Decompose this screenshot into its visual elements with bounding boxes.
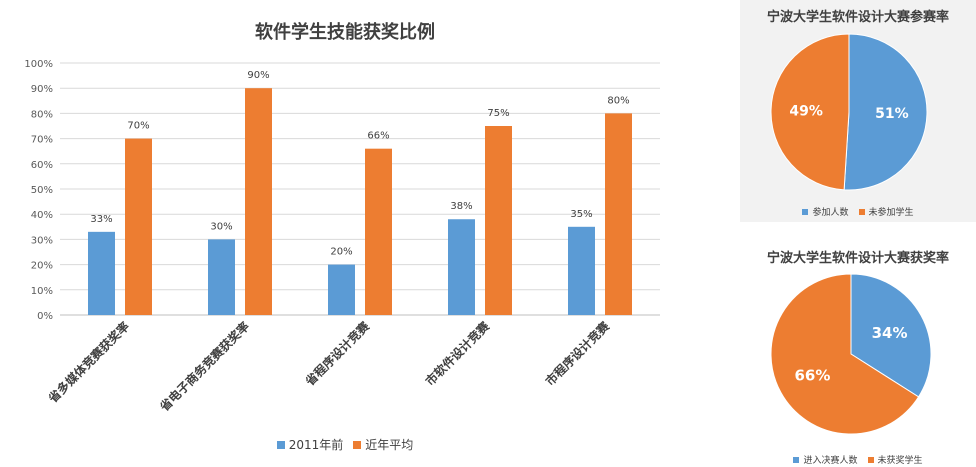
data-label: 90% xyxy=(247,70,269,81)
y-tick-label: 80% xyxy=(31,109,53,120)
pie-data-label: 49% xyxy=(789,104,823,120)
y-tick-label: 10% xyxy=(31,286,53,297)
pie1-svg: 51% 49% xyxy=(770,33,928,191)
pie2-legend-item-1: 未获奖学生 xyxy=(867,453,923,466)
pie1-legend-item-0: 参加人数 xyxy=(802,205,849,218)
data-label: 75% xyxy=(487,108,509,119)
bar-chart-panel: 软件学生技能获奖比例 0% 10% 20% 30% 40% 50% 60% 70% 80% 90%… xyxy=(0,22,690,453)
pie1-legend-item-1: 未参加学生 xyxy=(858,205,914,218)
y-tick-label: 30% xyxy=(31,235,53,246)
data-label: 20% xyxy=(330,247,352,258)
pie2-legend: 进入决赛人数 未获奖学生 xyxy=(740,453,976,466)
pie-slice xyxy=(843,33,928,191)
bar-2011 xyxy=(328,264,355,315)
pie1-legend-swatch-0 xyxy=(802,208,809,215)
y-tick-label: 20% xyxy=(31,261,53,272)
pie-data-label: 66% xyxy=(794,366,830,384)
x-category-label: 市软件设计竞赛 xyxy=(422,318,493,389)
bar-recent xyxy=(125,138,152,315)
pie2-legend-label-1: 未获奖学生 xyxy=(877,456,923,466)
data-label: 70% xyxy=(127,121,149,132)
x-category-label: 省程序设计竞赛 xyxy=(301,318,372,389)
pie-chart-participation-panel: 宁波大学生软件设计大赛参赛率 51% 49% 参加人数 未参加学生 xyxy=(740,0,976,222)
legend-label-2011: 2011年前 xyxy=(288,438,344,452)
bar-recent xyxy=(605,113,632,316)
y-tick-label: 90% xyxy=(31,84,53,95)
data-label: 35% xyxy=(570,209,592,220)
bar-2011 xyxy=(208,239,235,315)
bar-chart-svg: 0% 10% 20% 30% 40% 50% 60% 70% 80% 90% 100% 33% 70% 省… xyxy=(24,59,660,415)
pie-slice xyxy=(770,33,850,191)
bar-recent xyxy=(245,88,272,315)
data-label: 30% xyxy=(210,221,232,232)
pie1-title: 宁波大学生软件设计大赛参赛率 xyxy=(766,10,949,25)
y-tick-label: 60% xyxy=(31,160,53,171)
bar-2011 xyxy=(88,231,115,315)
bar-recent xyxy=(485,126,512,315)
pie2-svg: 34% 66% xyxy=(770,273,932,435)
bar-chart-legend: 2011年前 近年平均 xyxy=(0,436,690,453)
pie1-legend-swatch-1 xyxy=(858,208,865,215)
legend-swatch-orange xyxy=(353,440,362,449)
data-label: 38% xyxy=(450,201,472,212)
pie2-legend-swatch-0 xyxy=(793,456,800,463)
pie2-title: 宁波大学生软件设计大赛获奖率 xyxy=(766,251,949,266)
y-tick-label: 40% xyxy=(31,210,53,221)
legend-item-2011: 2011年前 xyxy=(276,436,344,453)
pie1-legend-label-0: 参加人数 xyxy=(812,208,849,218)
bar-2011 xyxy=(568,226,595,315)
pie2-legend-label-0: 进入决赛人数 xyxy=(803,456,858,466)
pie2-legend-item-0: 进入决赛人数 xyxy=(793,453,858,466)
x-category-label: 省电子商务竞赛获奖率 xyxy=(156,319,252,415)
x-category-label: 省多媒体竞赛获奖率 xyxy=(44,319,132,407)
pie-slice xyxy=(770,273,920,435)
pie1-legend-label-1: 未参加学生 xyxy=(868,208,914,218)
pie-chart-award-panel: 宁波大学生软件设计大赛获奖率 34% 66% 进入决赛人数 未获奖学生 xyxy=(740,240,976,467)
pie-data-label: 51% xyxy=(875,106,909,122)
y-tick-label: 0% xyxy=(37,311,53,322)
bar-2011 xyxy=(448,219,475,315)
bar-chart-title: 软件学生技能获奖比例 xyxy=(255,22,435,43)
x-category-label: 市程序设计竞赛 xyxy=(542,318,613,389)
legend-label-recent: 近年平均 xyxy=(365,438,414,452)
pie-data-label: 34% xyxy=(872,324,908,342)
data-label: 80% xyxy=(607,95,629,106)
legend-item-recent: 近年平均 xyxy=(353,436,413,453)
data-label: 33% xyxy=(90,214,112,225)
data-label: 66% xyxy=(367,131,389,142)
pie1-legend: 参加人数 未参加学生 xyxy=(740,205,976,218)
pie2-legend-swatch-1 xyxy=(867,456,874,463)
y-tick-label: 100% xyxy=(24,59,53,70)
y-tick-label: 50% xyxy=(31,185,53,196)
y-tick-label: 70% xyxy=(31,135,53,146)
bar-recent xyxy=(365,148,392,315)
legend-swatch-blue xyxy=(276,440,285,449)
